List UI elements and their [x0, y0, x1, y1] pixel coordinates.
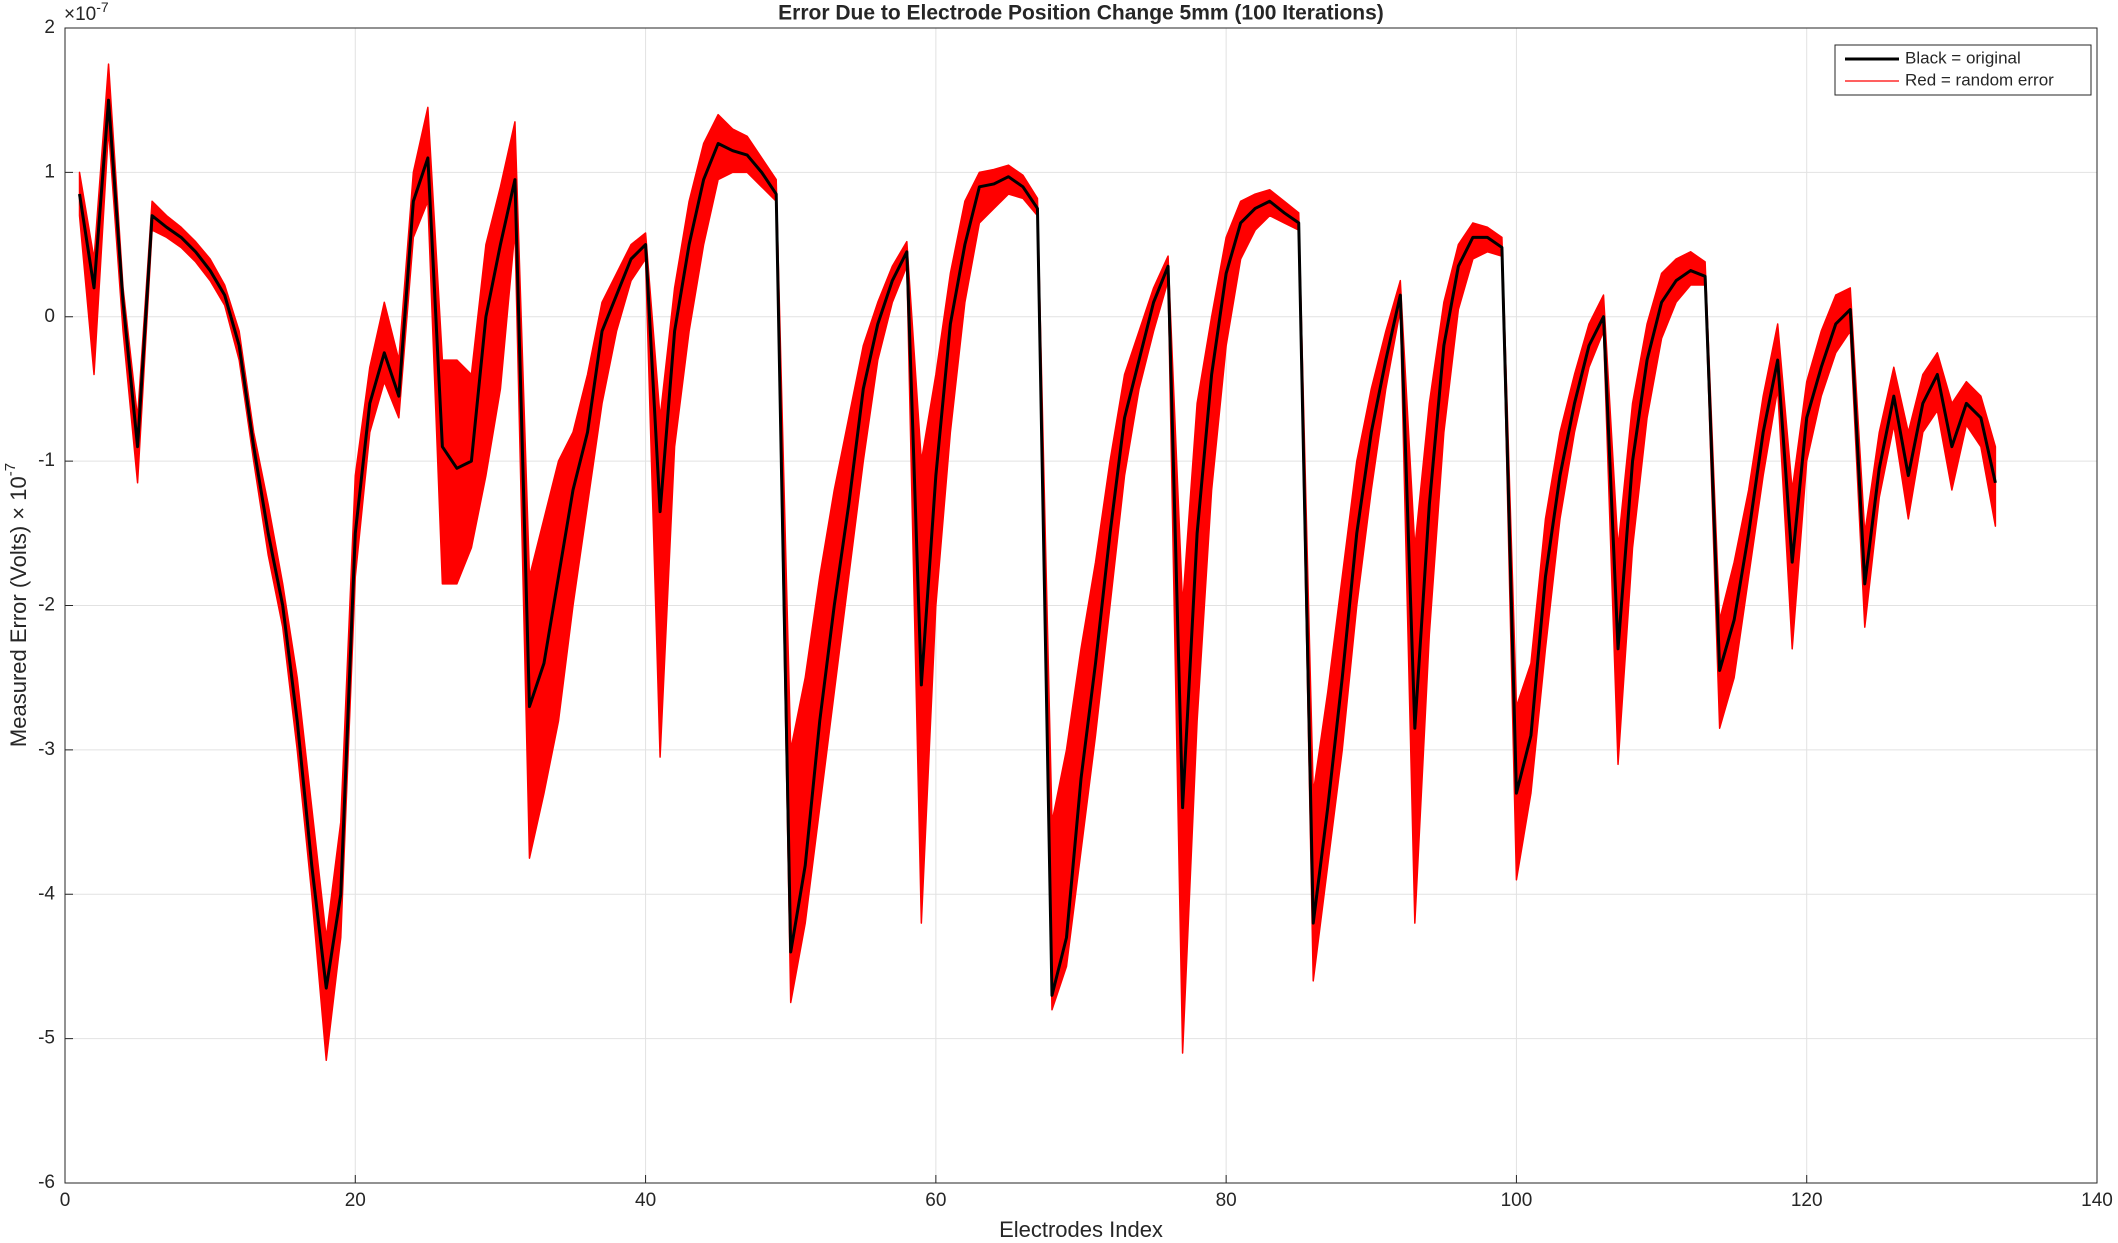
- y-tick-label: -1: [38, 450, 55, 471]
- y-tick-label: -5: [38, 1028, 55, 1049]
- plot-frame: [64, 27, 2098, 1184]
- y-multiplier: ×10-7: [64, 0, 109, 25]
- legend-box: [1834, 44, 2092, 96]
- y-axis-label-exponent: -7: [2, 463, 19, 476]
- x-tick-label: 140: [2081, 1190, 2113, 1211]
- x-tick-label: 40: [635, 1190, 656, 1211]
- y-tick-label: 0: [44, 306, 55, 327]
- legend-label: Black = original: [1905, 48, 2021, 67]
- x-tick-label: 80: [1216, 1190, 1237, 1211]
- x-tick-label: 100: [1501, 1190, 1533, 1211]
- y-tick-label: -3: [38, 739, 55, 760]
- error-band: [78, 63, 1997, 1062]
- x-tick-label: 20: [345, 1190, 366, 1211]
- x-axis-label: Electrodes Index: [999, 1217, 1163, 1242]
- y-axis-label-text: Measured Error (Volts) × 10: [6, 476, 31, 747]
- series-line: [78, 98, 1997, 997]
- y-tick-label: -6: [38, 1172, 55, 1193]
- y-tick-label: -2: [38, 595, 55, 616]
- x-tick-label: 0: [60, 1190, 71, 1211]
- y-multiplier-base: ×10: [64, 4, 96, 25]
- x-tick-label: 120: [1791, 1190, 1823, 1211]
- x-tick-label: 60: [925, 1190, 946, 1211]
- y-tick-label: -4: [38, 883, 55, 904]
- y-multiplier-exponent: -7: [96, 0, 109, 15]
- y-tick-label: 2: [44, 17, 55, 38]
- chart-title: Error Due to Electrode Position Change 5…: [778, 2, 1384, 25]
- legend-label: Red = random error: [1905, 70, 2054, 89]
- y-tick-label: 1: [44, 161, 55, 182]
- y-axis-label: Measured Error (Volts) × 10-7: [2, 463, 31, 747]
